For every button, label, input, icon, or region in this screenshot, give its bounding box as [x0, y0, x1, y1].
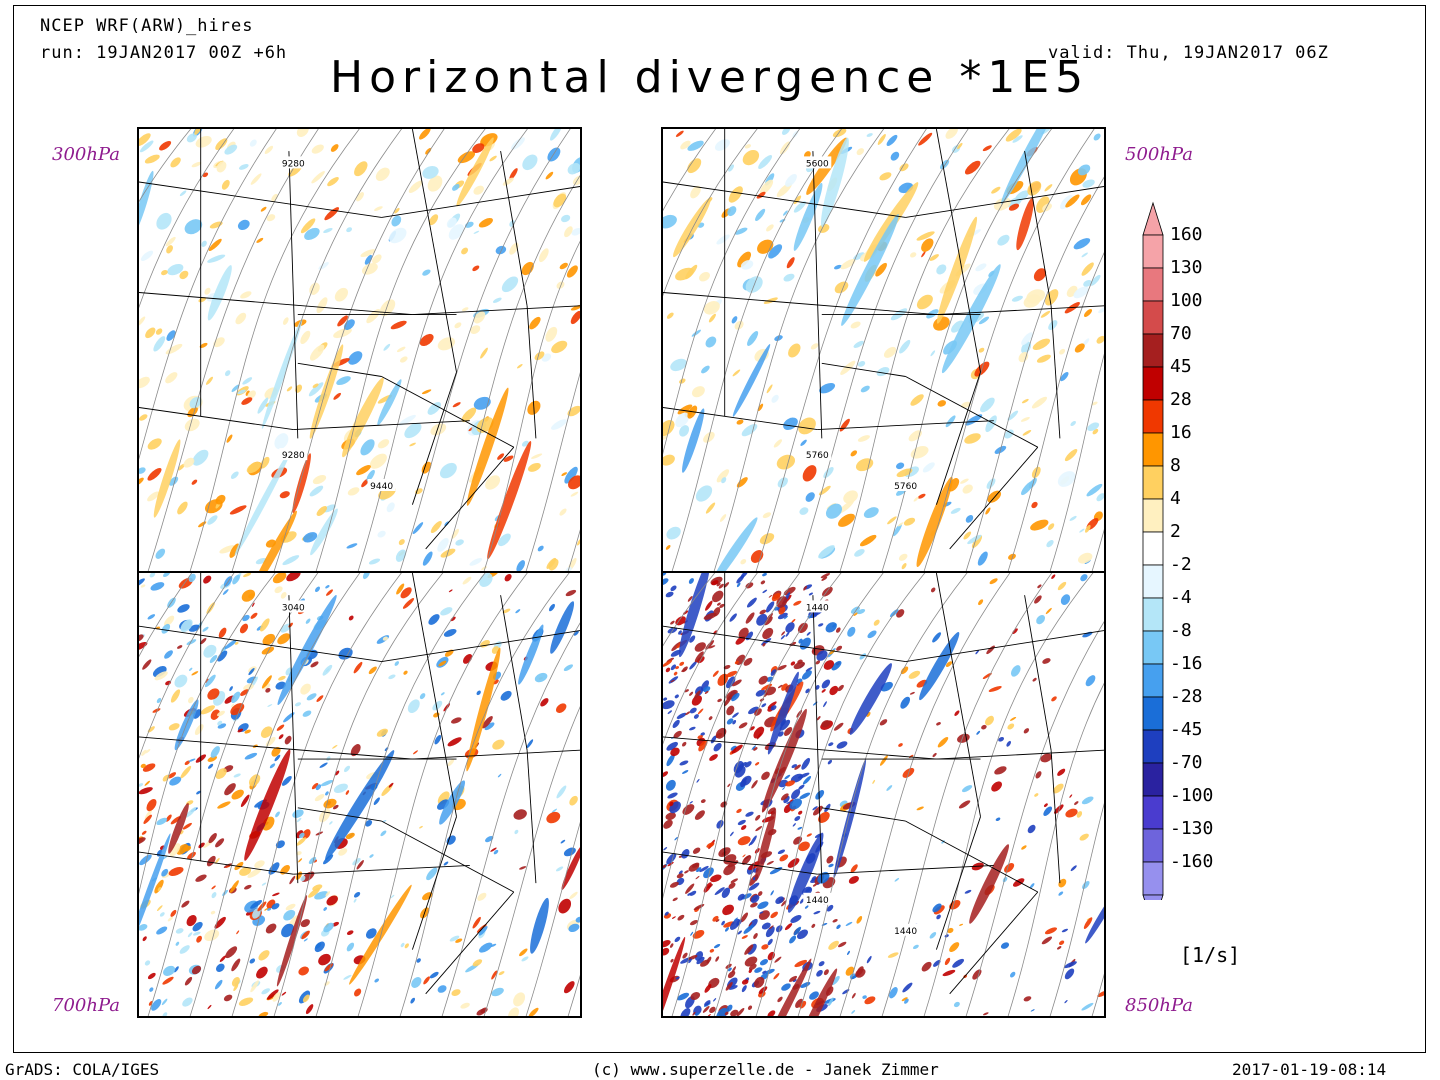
state-boundaries [663, 573, 1104, 995]
divergence-field [663, 129, 1104, 571]
footer-copyright: (c) www.superzelle.de - Janek Zimmer [592, 1060, 939, 1079]
colorbar-swatch [1142, 399, 1164, 434]
contour-label: 9280 [282, 451, 305, 461]
colorbar-swatch [1142, 234, 1164, 269]
map-panel-300hpa: 9280 9280 9440 [137, 127, 582, 573]
height-contours [663, 129, 1104, 571]
level-label-700: 700hPa [52, 995, 120, 1016]
colorbar-tick-label: 45 [1170, 356, 1192, 377]
colorbar-tick-label: -8 [1170, 620, 1192, 641]
colorbar-swatch [1142, 828, 1164, 863]
contour-label: 5600 [806, 159, 829, 169]
colorbar-tick-label: 70 [1170, 323, 1192, 344]
run-info: run: 19JAN2017 00Z +6h [40, 43, 288, 63]
colorbar-swatch [1142, 696, 1164, 731]
colorbar-swatch [1142, 300, 1164, 335]
colorbar-swatch [1142, 465, 1164, 500]
contour-label: 9280 [282, 159, 305, 169]
divergence-field [139, 129, 580, 571]
map-panel-850hpa: 1440 1440 1440 [661, 571, 1106, 1018]
map-title: Horizontal divergence *1E5 [330, 52, 1090, 103]
colorbar-tick-label: -45 [1170, 719, 1203, 740]
colorbar-tick-label: -2 [1170, 554, 1192, 575]
map-panel-700hpa: 3040 [137, 571, 582, 1018]
footer-grads: GrADS: COLA/IGES [5, 1060, 160, 1079]
colorbar-swatch [1142, 597, 1164, 632]
colorbar-tick-label: 100 [1170, 290, 1203, 311]
colorbar-swatch [1142, 432, 1164, 467]
colorbar-tick-label: -28 [1170, 686, 1203, 707]
colorbar-swatch [1142, 366, 1164, 401]
contour-label: 1440 [806, 603, 829, 613]
colorbar-tick-label: -4 [1170, 587, 1192, 608]
contour-label: 5760 [894, 482, 917, 492]
colorbar [1142, 201, 1164, 900]
colorbar-swatch [1142, 762, 1164, 797]
contour-label: 1440 [806, 896, 829, 906]
contour-label: 3040 [282, 603, 305, 613]
height-contours [663, 573, 1104, 1016]
contour-label: 1440 [894, 927, 917, 937]
colorbar-tick-label: -16 [1170, 653, 1203, 674]
state-boundaries [663, 129, 1104, 550]
colorbar-tick-label: 16 [1170, 422, 1192, 443]
colorbar-tick-label: -160 [1170, 851, 1214, 872]
colorbar-tick-label: 4 [1170, 488, 1181, 509]
colorbar-swatch [1142, 729, 1164, 764]
colorbar-swatch [1142, 861, 1164, 896]
divergence-field [139, 573, 580, 1016]
map-panel-500hpa: 5600 5760 5760 [661, 127, 1106, 573]
contour-label: 9440 [370, 482, 393, 492]
colorbar-tick-label: 8 [1170, 455, 1181, 476]
colorbar-tick-label: 2 [1170, 521, 1181, 542]
contour-label: 5760 [806, 451, 829, 461]
colorbar-swatch [1142, 795, 1164, 830]
colorbar-swatch [1142, 630, 1164, 665]
colorbar-tick-label: -70 [1170, 752, 1203, 773]
state-boundaries [139, 129, 580, 550]
valid-time: valid: Thu, 19JAN2017 06Z [1048, 43, 1329, 63]
colorbar-tick-label: 160 [1170, 224, 1203, 245]
colorbar-swatch [1142, 531, 1164, 566]
colorbar-top-arrow [1142, 201, 1164, 236]
footer-timestamp: 2017-01-19-08:14 [1232, 1060, 1387, 1079]
colorbar-tick-label: 130 [1170, 257, 1203, 278]
model-name: NCEP WRF(ARW)_hires [40, 16, 254, 36]
figure-frame [13, 5, 1426, 1053]
level-label-850: 850hPa [1125, 995, 1193, 1016]
colorbar-units: [1/s] [1180, 943, 1241, 967]
colorbar-swatch [1142, 333, 1164, 368]
colorbar-swatch [1142, 498, 1164, 533]
colorbar-tick-label: 28 [1170, 389, 1192, 410]
colorbar-tick-label: -130 [1170, 818, 1214, 839]
height-contours [139, 129, 580, 571]
colorbar-swatch [1142, 663, 1164, 698]
divergence-field [663, 573, 1104, 1016]
colorbar-tick-label: -100 [1170, 785, 1214, 806]
colorbar-swatch [1142, 564, 1164, 599]
colorbar-swatch [1142, 267, 1164, 302]
colorbar-bottom-arrow [1142, 894, 1164, 900]
level-label-300: 300hPa [52, 144, 120, 165]
level-label-500: 500hPa [1125, 144, 1193, 165]
state-boundaries [139, 573, 580, 995]
